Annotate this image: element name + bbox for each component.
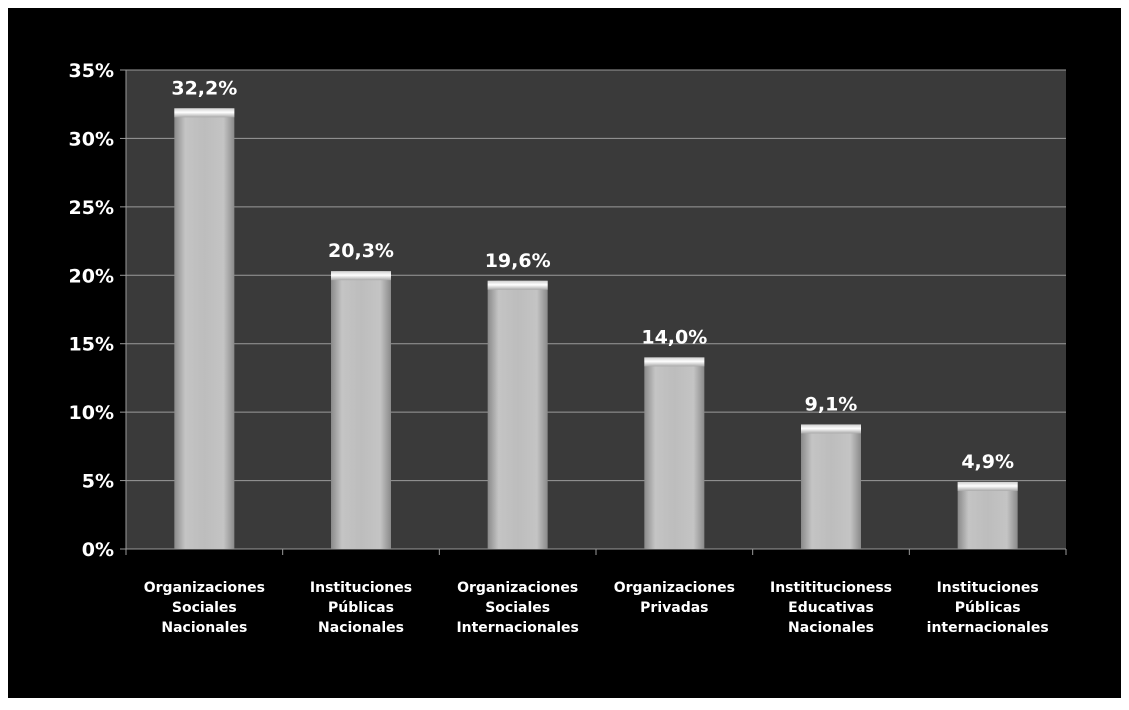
bar-cap	[487, 280, 548, 290]
bar	[801, 424, 861, 549]
x-category-label: Organizaciones Sociales Internacionales	[456, 580, 578, 636]
x-category-label: Instititucioness Educativas Nacionales	[770, 580, 892, 636]
bar	[331, 271, 391, 549]
data-label: 32,2%	[171, 77, 237, 99]
x-category-label-line: Sociales	[485, 600, 550, 616]
x-category-label: Instituciones Públicas Nacionales	[310, 580, 412, 636]
data-label: 19,6%	[485, 250, 551, 272]
x-category-label-line: Nacionales	[161, 620, 247, 636]
x-category-label-line: Nacionales	[788, 620, 874, 636]
x-category-label: Organizaciones Sociales Nacionales	[144, 580, 265, 636]
x-category-label-line: Instituciones	[310, 580, 412, 596]
x-category-label-line: internacionales	[927, 620, 1049, 636]
x-category-label-line: Educativas	[788, 600, 874, 616]
x-category-label-line: Públicas	[955, 600, 1021, 616]
y-tick-label: 0%	[82, 539, 114, 561]
bar-cap	[801, 424, 861, 434]
x-category-label-line: Públicas	[328, 600, 394, 616]
bar-cap	[644, 357, 705, 367]
gridlines	[126, 69, 1066, 482]
data-label: 9,1%	[805, 393, 858, 415]
bar-cap	[331, 271, 391, 281]
data-label: 14,0%	[641, 326, 707, 348]
x-category-label-line: Instititucioness	[770, 580, 892, 596]
data-label: 4,9%	[961, 451, 1014, 473]
x-category-label-line: Privadas	[640, 600, 708, 616]
x-category-label: Organizaciones Privadas	[614, 580, 735, 616]
x-category-label-line: Instituciones	[937, 580, 1039, 596]
y-tick-label: 25%	[69, 197, 114, 219]
y-tick-label: 15%	[69, 334, 114, 356]
y-tick-label: 35%	[69, 60, 114, 82]
axes: 0% 5% 10% 15% 20% 25% 30% 35%	[69, 60, 1067, 561]
x-category-label-line: Nacionales	[318, 620, 404, 636]
x-category-label-line: Organizaciones	[614, 580, 735, 596]
x-category-label: Instituciones Públicas internacionales	[927, 580, 1049, 636]
x-category-label-line: Sociales	[172, 600, 237, 616]
bar-cap	[957, 481, 1018, 491]
plot-area	[126, 70, 1066, 549]
y-tick-label: 10%	[69, 402, 114, 424]
bar	[644, 357, 705, 549]
bar	[174, 108, 235, 549]
labels: 32,2% Organizaciones Sociales Nacionales 20,…	[144, 77, 1049, 636]
bar	[957, 481, 1018, 549]
y-tick-label: 5%	[82, 471, 114, 493]
data-label: 20,3%	[328, 240, 394, 262]
bar	[487, 280, 548, 549]
y-tick-label: 30%	[69, 128, 114, 150]
x-category-label-line: Organizaciones	[144, 580, 265, 596]
bar-cap	[174, 108, 235, 118]
y-tick-label: 20%	[69, 265, 114, 287]
bars	[174, 108, 1018, 549]
x-category-label-line: Internacionales	[456, 620, 578, 636]
x-category-label-line: Organizaciones	[457, 580, 578, 596]
